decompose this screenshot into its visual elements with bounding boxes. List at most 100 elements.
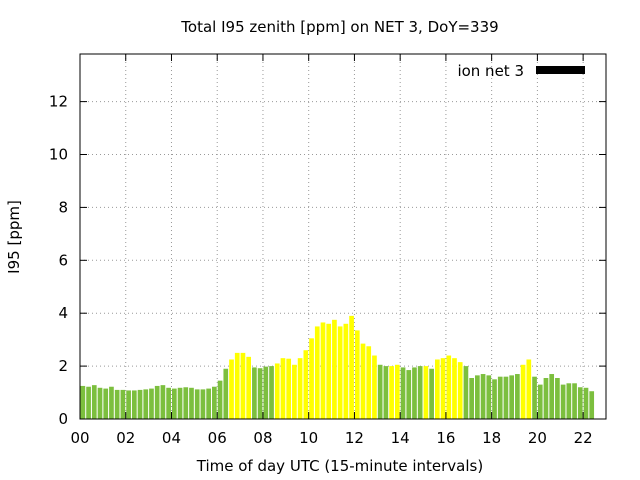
x-tick-label: 12 [345,429,364,447]
bar [131,390,137,419]
bar [515,374,520,419]
bar [429,368,434,419]
grid-lines [80,54,606,419]
bar [292,364,297,419]
bar [343,323,349,419]
bar [189,387,194,419]
bar [314,326,320,419]
x-tick-label: 02 [116,429,135,447]
bar [229,359,234,419]
bar [486,375,492,419]
bar [532,376,537,419]
bar [360,343,366,419]
legend-label: ion net 3 [457,62,524,80]
bar [549,374,555,419]
y-tick-label: 0 [58,410,68,428]
bar [97,387,103,419]
bar [126,390,131,419]
bar [440,358,446,419]
x-axis-label: Time of day UTC (15-minute intervals) [196,457,483,475]
bar [366,346,372,419]
bar [349,315,354,419]
x-tick-label: 06 [208,429,227,447]
bar [372,355,377,419]
bar [566,383,572,419]
bar [200,389,206,419]
bar [589,391,595,419]
bar [389,366,394,419]
x-tick-label: 10 [299,429,318,447]
bar [91,385,97,419]
legend-swatch [536,66,585,74]
bar [183,387,189,419]
x-tick-label: 04 [162,429,181,447]
bar [572,383,577,419]
bar [280,358,286,419]
y-tick-label: 12 [49,93,68,111]
bar [434,359,440,419]
bar [263,366,269,419]
bar [246,356,252,419]
bar [497,376,503,419]
x-tick-label: 20 [528,429,547,447]
bar [80,385,86,419]
bar [509,375,515,419]
x-tick-label: 18 [482,429,501,447]
bar [309,338,314,419]
bar [223,368,229,419]
bar [194,389,200,419]
bar [526,359,532,419]
bar [337,326,343,419]
chart-title: Total I95 zenith [ppm] on NET 3, DoY=339 [180,18,498,36]
bar [269,366,274,419]
plot-frame [79,53,607,420]
bar [560,384,566,419]
bar [177,387,183,419]
bar [109,386,114,419]
bar [492,379,497,419]
x-tick-label: 00 [70,429,89,447]
bar [234,352,240,419]
y-tick-label: 2 [58,357,68,375]
bar [394,364,400,419]
bars [80,315,595,419]
bar [475,375,480,419]
bar [463,366,469,419]
legend: ion net 3 [457,62,585,80]
bar [354,330,360,419]
bar [212,386,217,419]
bar [149,388,154,419]
bar [332,319,337,419]
bar [160,385,166,419]
y-tick-label: 10 [49,146,68,164]
bar [257,368,263,419]
bar [469,378,474,419]
bar [206,388,211,419]
bar [137,389,143,419]
bar [543,378,549,419]
bar [503,376,509,419]
x-tick-label: 14 [391,429,410,447]
bar [520,364,526,419]
bar [583,387,589,419]
bar [297,358,303,419]
bar [446,355,452,419]
bar [326,323,332,419]
bar [457,362,463,419]
bar [537,384,543,419]
bar [555,378,560,419]
bar [400,367,406,419]
bar [452,358,457,419]
bar [406,370,412,419]
bar [320,322,326,419]
x-tick-label: 16 [436,429,455,447]
bar [154,385,160,419]
bar [86,386,91,419]
bar [166,387,171,419]
bar [286,358,292,419]
bar [240,352,246,419]
bar [412,367,417,419]
bar [143,389,149,419]
